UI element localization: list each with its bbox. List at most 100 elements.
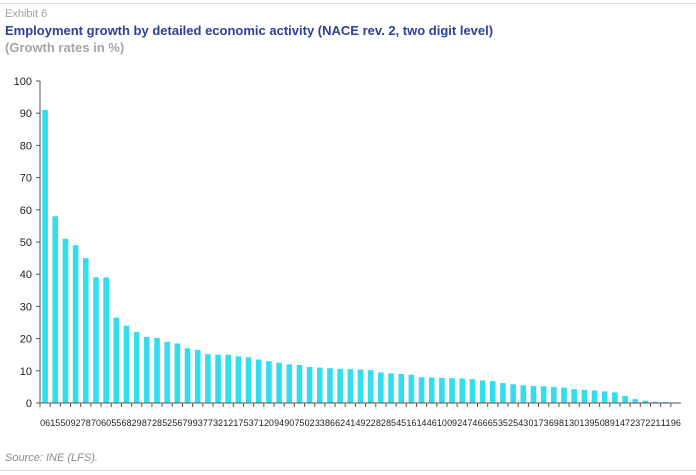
bar-92 [72,245,79,403]
x-tick-label: 52 [162,418,172,428]
bar-15 [52,216,59,403]
bar-13 [581,389,588,403]
y-tick-label: 80 [20,140,32,152]
bar-55 [113,317,120,403]
bar-53 [245,357,252,403]
x-tick-label: 32 [213,418,223,428]
x-tick-label: 06 [40,418,50,428]
bar-68 [123,325,130,403]
y-tick-label: 0 [26,398,32,410]
x-tick-label: 94 [274,418,284,428]
x-tick-label: 43 [518,418,528,428]
bar-32 [215,354,221,403]
bar-52 [164,341,170,403]
x-tick-label: 66 [478,418,488,428]
bar-14 [418,377,425,403]
bar-21 [652,401,659,403]
x-tick-label: 78 [81,418,91,428]
x-tick-label: 22 [366,418,376,428]
y-axis-ticks: 0 10 20 30 40 50 60 70 80 90 100 [14,76,40,410]
chart-title: Employment growth by detailed economic a… [5,23,494,38]
x-tick-label: 81 [559,418,569,428]
x-tick-label: 25 [508,418,518,428]
bar-09 [449,378,455,403]
x-tick-label: 75 [294,418,304,428]
bar-46 [428,377,435,403]
bar-72 [642,400,649,403]
y-tick-label: 70 [20,173,32,185]
x-tick-label: 68 [121,418,131,428]
x-tick-label: 70 [91,418,101,428]
bar-25 [510,384,516,403]
x-tick-label: 33 [315,418,325,428]
x-tick-label: 79 [183,418,193,428]
bar-70 [93,277,99,403]
x-tick-label: 21 [651,418,661,428]
x-tick-label: 41 [345,418,355,428]
bar-77 [205,354,211,403]
bar-29 [133,332,140,403]
x-tick-label: 85 [386,418,396,428]
x-tick-label: 15 [50,418,60,428]
x-tick-label: 95 [590,418,600,428]
bar-91 [612,392,618,403]
x-tick-label: 53 [244,418,254,428]
bar-90 [286,364,293,403]
y-tick-label: 90 [20,108,32,120]
y-tick-label: 30 [20,301,32,313]
x-tick-label: 01 [528,418,538,428]
x-tick-label: 91 [610,418,620,428]
bar-08 [601,391,608,403]
bar-02 [306,366,313,403]
x-tick-label: 62 [335,418,345,428]
bar-01 [530,385,537,403]
bar-95 [591,390,598,403]
bar-45 [398,374,404,403]
x-tick-label: 56 [172,418,182,428]
y-tick-label: 100 [14,76,32,88]
bar-73 [540,386,547,403]
source-note: Source: INE (LFS). [5,452,98,464]
x-tick-label: 73 [539,418,549,428]
x-tick-label: 08 [600,418,610,428]
bar-17 [235,356,242,403]
x-tick-label: 72 [640,418,650,428]
bar-94 [276,362,282,403]
x-tick-label: 74 [467,418,477,428]
bar-65 [489,381,496,403]
x-tick-label: 13 [579,418,589,428]
bar-49 [357,369,364,403]
x-tick-label: 96 [671,418,681,428]
x-tick-label: 28 [152,418,162,428]
x-tick-label: 14 [417,418,427,428]
bar-24 [459,378,466,403]
bar-86 [327,368,333,403]
bar-33 [317,367,323,403]
x-tick-label: 46 [427,418,437,428]
bar-81 [561,387,567,403]
x-tick-label: 16 [406,418,416,428]
bar-22 [367,370,374,403]
bar-78 [82,258,89,403]
x-tick-label: 69 [549,418,559,428]
y-tick-label: 60 [20,205,32,217]
exhibit-label: Exhibit 6 [5,8,48,20]
x-tick-label: 49 [356,418,366,428]
bar-85 [388,373,394,403]
bar-43 [520,385,527,403]
bar-47 [622,395,628,403]
x-tick-label: 11 [661,418,671,428]
x-tick-label: 55 [111,418,121,428]
x-tick-label: 29 [132,418,142,428]
x-tick-label: 20 [264,418,274,428]
bar-06 [42,109,48,403]
x-tick-label: 65 [488,418,498,428]
bar-62 [337,368,343,403]
x-tick-label: 86 [325,418,335,428]
top-rule [0,3,696,4]
bar-10 [439,377,445,403]
bar-series [42,109,679,403]
x-tick-label: 10 [437,418,447,428]
chart-subtitle: (Growth rates in %) [5,40,125,55]
